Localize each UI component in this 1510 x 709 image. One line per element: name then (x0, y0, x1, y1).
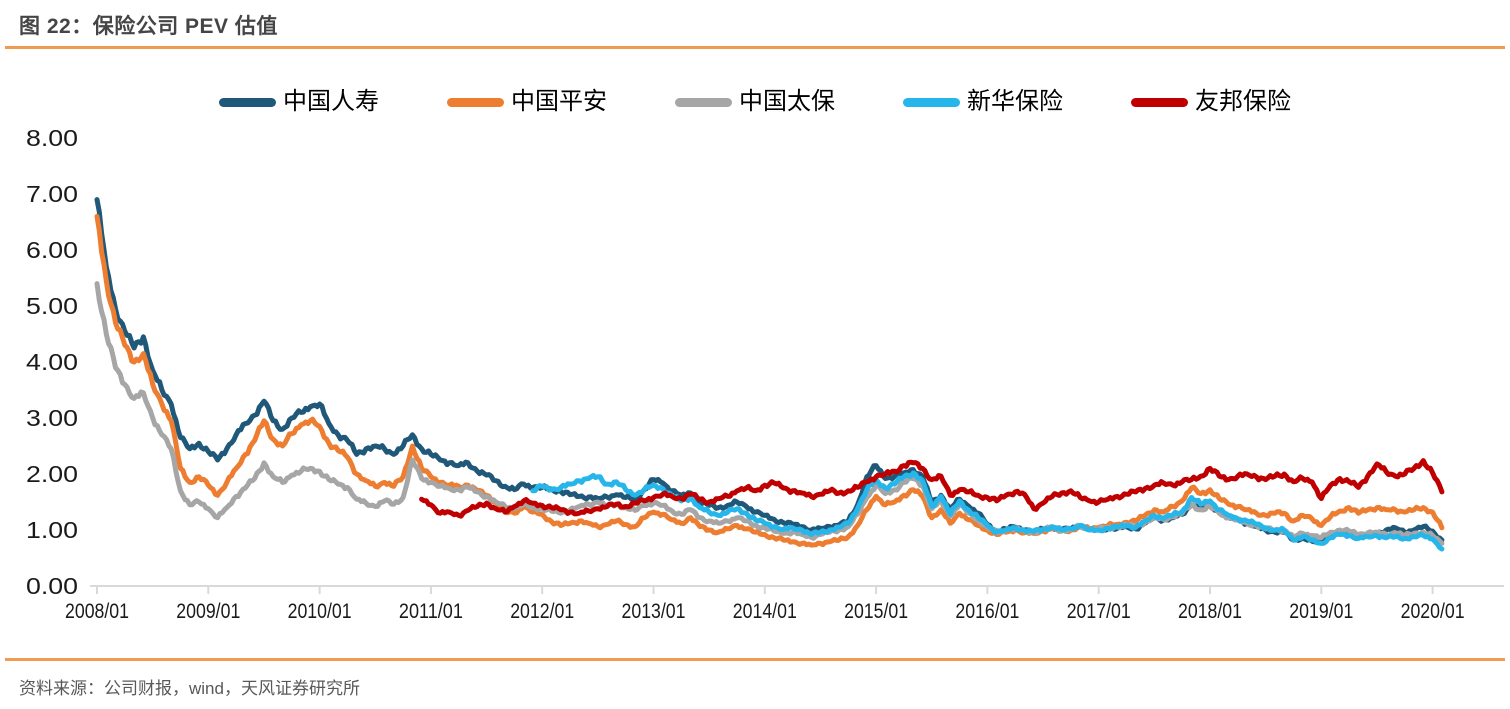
y-tick-label: 6.00 (26, 237, 78, 263)
cpic-line-swatch (675, 97, 732, 107)
x-tick-label: 2010/01 (288, 600, 352, 623)
china-life-line-swatch (219, 97, 276, 107)
y-tick-label: 1.00 (26, 517, 78, 543)
legend-item-ping-an: 中国平安 (447, 88, 607, 116)
legend-label: 中国太保 (739, 88, 835, 115)
x-tick-label: 2012/01 (510, 600, 574, 623)
y-tick-label: 3.00 (26, 405, 78, 431)
nci-line-swatch (903, 97, 960, 107)
series-line-aia (419, 458, 1445, 519)
pev-line-chart: 2008/01 2009/01 2010/01 2011/01 2012/01 2013/… (26, 125, 1504, 623)
legend-item-china-life: 中国人寿 (219, 88, 379, 116)
legend-item-nci: 新华保险 (903, 88, 1063, 116)
source-note: 资料来源：公司财报，wind，天风证券研究所 (19, 679, 360, 698)
x-tick-label: 2014/01 (733, 600, 797, 623)
y-tick-label: 7.00 (26, 181, 78, 207)
title-divider-rule (5, 46, 1505, 49)
x-tick-label: 2017/01 (1067, 600, 1131, 623)
y-tick-label: 8.00 (26, 125, 78, 151)
x-tick-label: 2019/01 (1289, 600, 1353, 623)
x-tick-label: 2015/01 (844, 600, 908, 623)
x-tick-label: 2020/01 (1401, 600, 1465, 623)
x-tick-label: 2018/01 (1178, 600, 1242, 623)
x-tick-label: 2008/01 (65, 600, 129, 623)
figure-title: 图 22：保险公司 PEV 估值 (19, 15, 278, 38)
legend-label: 新华保险 (967, 88, 1063, 115)
y-tick-label: 4.00 (26, 349, 78, 375)
legend-label: 中国人寿 (283, 88, 379, 115)
legend-label: 友邦保险 (1195, 88, 1291, 115)
legend-item-cpic: 中国太保 (675, 88, 835, 116)
y-tick-label: 2.00 (26, 461, 78, 487)
ping-an-line-swatch (447, 97, 504, 107)
source-divider-rule (5, 658, 1505, 661)
y-tick-label: 5.00 (26, 293, 78, 319)
x-tick-label: 2013/01 (622, 600, 686, 623)
series-line-china-life (94, 197, 1445, 545)
legend-item-aia: 友邦保险 (1131, 88, 1291, 116)
y-tick-label: 0.00 (26, 573, 78, 599)
x-tick-label: 2016/01 (955, 600, 1019, 623)
aia-line-swatch (1131, 97, 1188, 107)
x-tick-label: 2011/01 (399, 600, 463, 623)
series-line-ping-an (94, 213, 1445, 548)
x-tick-label: 2009/01 (176, 600, 240, 623)
chart-legend: 中国人寿 中国平安 中国太保 新华保险 友邦保险 (0, 88, 1510, 116)
legend-label: 中国平安 (511, 88, 607, 115)
